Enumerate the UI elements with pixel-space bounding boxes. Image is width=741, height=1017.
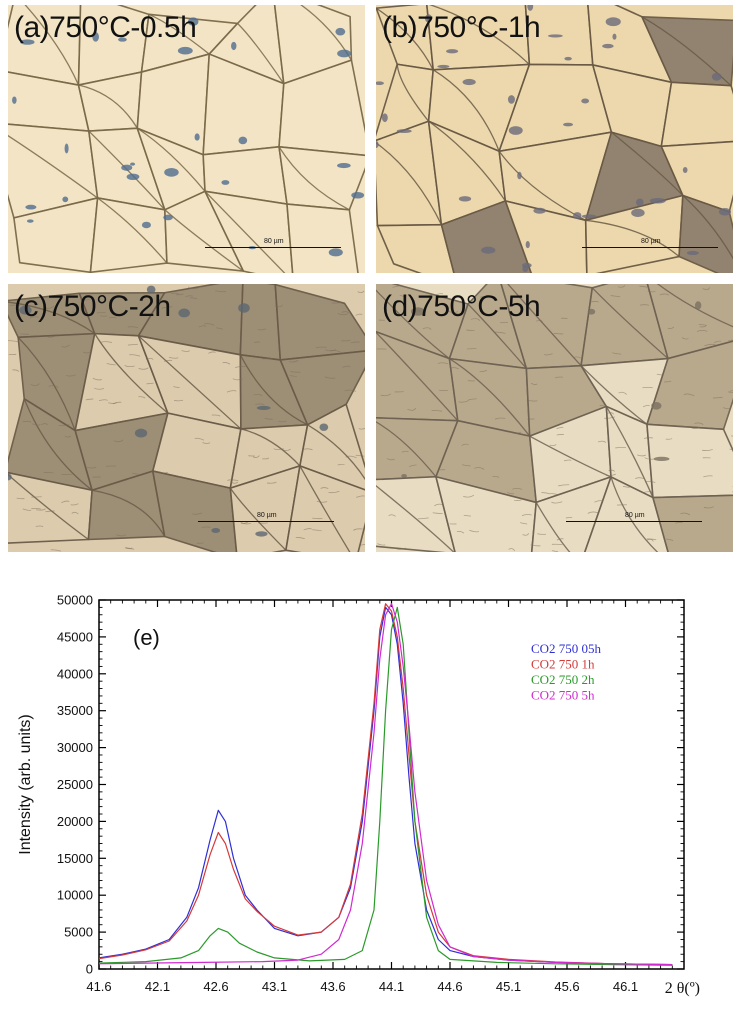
legend-entry-2: CO2 750 1h <box>531 657 595 672</box>
y-tick-label: 15000 <box>57 851 93 866</box>
micrograph-image-c <box>8 284 365 552</box>
scale-label-d: 80 µm <box>625 512 645 519</box>
y-tick-label: 0 <box>86 962 93 977</box>
micrograph-image-b <box>376 5 733 273</box>
y-tick-label: 35000 <box>57 703 93 718</box>
x-tick-label: 43.6 <box>320 979 345 994</box>
xrd-chart: 41.6 42.1 42.6 43.1 43.6 44.1 44.6 45.1 45.6 46.1… <box>17 593 700 998</box>
y-tick-label: 40000 <box>57 666 93 681</box>
y-tick-label: 50000 <box>57 593 93 608</box>
x-tick-label: 45.6 <box>554 979 579 994</box>
scale-label-a: 80 µm <box>264 238 284 245</box>
y-tick-label: 30000 <box>57 740 93 755</box>
legend-entry-1: CO2 750 05h <box>531 641 602 656</box>
micrograph-image-d <box>376 284 733 552</box>
x-tick-label: 45.1 <box>496 979 521 994</box>
legend-entry-4: CO2 750 5h <box>531 688 595 703</box>
x-tick-label: 41.6 <box>86 979 111 994</box>
scale-label-c: 80 µm <box>257 512 277 519</box>
x-tick-label: 44.1 <box>379 979 404 994</box>
x-tick-label: 46.1 <box>613 979 638 994</box>
x-axis-label: 2 θ(º) <box>665 980 700 997</box>
scale-bar-a <box>205 247 341 248</box>
series-line-2 <box>98 603 673 966</box>
micrograph-panel-d: (d)750°C-5h 80 µm <box>376 284 733 552</box>
series-line-1 <box>98 606 673 966</box>
y-tick-label: 10000 <box>57 888 93 903</box>
series-line-3 <box>98 606 673 966</box>
y-tick-label: 5000 <box>64 925 93 940</box>
y-tick-label: 45000 <box>57 629 93 644</box>
panel-label-a: (a)750°C-0.5h <box>14 11 197 44</box>
panel-label-e: (e) <box>133 625 160 650</box>
scale-bar-d <box>566 521 702 522</box>
micrograph-panel-b: (b)750°C-1h 80 µm <box>376 5 733 273</box>
legend-entry-3: CO2 750 2h <box>531 672 595 687</box>
micrograph-panel-a: (a)750°C-0.5h 80 µm <box>8 5 365 273</box>
series-line-4 <box>98 603 673 966</box>
x-tick-label: 42.1 <box>145 979 170 994</box>
micrograph-panel-c: (c)750°C-2h 80 µm <box>8 284 365 552</box>
y-tick-label: 20000 <box>57 814 93 829</box>
x-tick-label: 44.6 <box>437 979 462 994</box>
scale-bar-c <box>198 521 334 522</box>
scale-label-b: 80 µm <box>641 238 661 245</box>
y-tick-label: 25000 <box>57 777 93 792</box>
micrograph-image-a <box>8 5 365 273</box>
y-axis-label: Intensity (arb. units) <box>17 714 34 855</box>
x-tick-label: 43.1 <box>262 979 287 994</box>
panel-label-b: (b)750°C-1h <box>382 11 541 44</box>
x-tick-label: 42.6 <box>203 979 228 994</box>
scale-bar-b <box>582 247 718 248</box>
panel-label-c: (c)750°C-2h <box>14 290 171 323</box>
panel-label-d: (d)750°C-5h <box>382 290 541 323</box>
